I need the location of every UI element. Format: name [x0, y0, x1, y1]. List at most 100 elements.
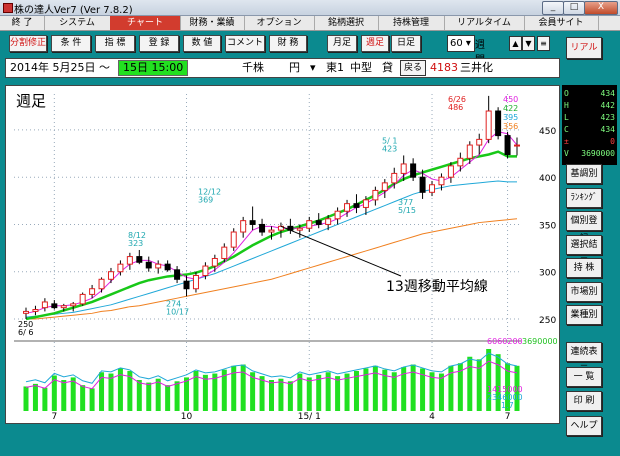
candle-body	[136, 256, 143, 263]
candle-body	[60, 305, 67, 309]
volume-bar	[448, 365, 454, 411]
toolbar-button-6[interactable]: 財 務	[269, 35, 307, 52]
side-button-0[interactable]: 基調別	[566, 164, 602, 184]
ohlc-key: L	[564, 113, 569, 122]
toolbar-button-7[interactable]: 月足	[327, 35, 357, 52]
real-button[interactable]: リアル	[566, 37, 602, 59]
ohlc-row: V 3690000	[564, 148, 615, 160]
close-button[interactable]: X	[584, 1, 618, 15]
volume-bar	[108, 373, 114, 411]
side-bottom-button-0[interactable]: 連続表示	[566, 342, 602, 375]
candle-body	[126, 256, 133, 265]
volume-label-top: 6060200	[487, 337, 523, 346]
minimize-button[interactable]: _	[542, 1, 564, 15]
ohlc-row: O 434	[564, 88, 615, 100]
ohlc-value: 442	[600, 101, 615, 110]
candle-body	[325, 218, 332, 225]
candle-body	[89, 288, 96, 295]
toolbar-button-0[interactable]: 分割修正	[9, 35, 47, 52]
volume-bar	[505, 363, 511, 411]
candle-body	[70, 303, 77, 307]
toolbar-button-3[interactable]: 登 録	[139, 35, 179, 52]
legend-value: 395	[503, 113, 518, 122]
toolbar-button-2[interactable]: 指 標	[95, 35, 135, 52]
ohlc-row: L 423	[564, 112, 615, 124]
candle-body	[155, 263, 162, 269]
volume-bar	[42, 387, 48, 411]
start-date: 2014年 5月25日 ～	[10, 61, 110, 74]
candle-body	[485, 110, 492, 140]
volume-bar	[344, 373, 350, 411]
side-bottom-button-1[interactable]: 一 覧	[566, 366, 602, 387]
window-title: 株の達人Ver7 (Ver 7.8.2)	[14, 5, 133, 16]
volume-label-top2: 3690000	[522, 337, 558, 346]
volume-bar	[514, 365, 520, 411]
side-button-5[interactable]: 市場別	[566, 281, 602, 302]
toolbar-button-1[interactable]: 条 件	[51, 35, 91, 52]
toolbar-button-5[interactable]: コメント	[225, 35, 265, 52]
volume-bar	[429, 372, 435, 411]
legend-value: 356	[503, 122, 518, 131]
volume-bar	[495, 354, 501, 411]
price-note-value: 369	[198, 195, 213, 204]
chart-area: 250 300 350 400 450 7 10 15/ 1 4 7 週足 450 422 395 356 2…	[5, 85, 560, 424]
volume-bar	[80, 385, 86, 411]
menu-item-3[interactable]: 財務・業績	[180, 16, 245, 30]
ohlc-key: ±	[564, 137, 569, 146]
candle-body	[259, 223, 266, 233]
candle-body	[240, 220, 247, 233]
volume-bar	[269, 380, 274, 411]
back-button[interactable]: 戻る	[400, 60, 427, 76]
nav-menu-button[interactable]: ≡	[537, 36, 550, 51]
candle-body	[447, 165, 454, 178]
volume-bar	[325, 372, 331, 411]
candle-body	[438, 176, 445, 186]
side-button-3[interactable]: 選択結果	[566, 234, 602, 268]
candle-body	[391, 172, 398, 184]
dropdown-icon[interactable]: ▾	[310, 61, 316, 74]
side-button-1[interactable]: ﾗﾝｷﾝｸﾞ	[566, 187, 602, 208]
menu-item-0[interactable]: 終 了	[0, 16, 45, 30]
volume-bar	[212, 373, 218, 411]
side-button-2[interactable]: 個別登録	[566, 211, 602, 244]
toolbar-button-8[interactable]: 週足	[361, 35, 389, 52]
ohlc-value: 3690000	[581, 149, 615, 158]
volume-bar	[316, 374, 322, 411]
menu-item-6[interactable]: 持株管理	[378, 16, 445, 30]
menu-item-8[interactable]: 会員サイト	[524, 16, 599, 30]
toolbar-button-4[interactable]: 数 値	[183, 35, 221, 52]
volume-bar	[61, 380, 67, 411]
price-note-value: 323	[128, 239, 143, 248]
loan-flag: 貸	[382, 61, 393, 74]
side-button-4[interactable]: 持 株	[566, 258, 602, 278]
side-bottom-button-2[interactable]: 印 刷	[566, 391, 602, 411]
ohlc-value: 423	[600, 113, 615, 122]
side-bottom-button-3[interactable]: ヘルプ	[566, 415, 602, 436]
nav-down-button[interactable]: ▼	[522, 36, 535, 51]
x-tick-label: 4	[429, 412, 435, 422]
menu-item-5[interactable]: 銘柄選択	[314, 16, 379, 30]
nav-up-button[interactable]: ▲	[509, 36, 522, 51]
volume-bar	[259, 376, 265, 411]
volume-bar	[382, 369, 388, 411]
menu-item-7[interactable]: リアルタイム	[444, 16, 525, 30]
toolbar-button-9[interactable]: 日足	[391, 35, 421, 52]
volume-bar	[174, 381, 180, 411]
volume-bar	[70, 377, 76, 411]
menu-item-2[interactable]: チャート	[110, 16, 181, 30]
menu-item-4[interactable]: オプション	[244, 16, 315, 30]
side-button-6[interactable]: 業種別	[566, 305, 602, 325]
period-select[interactable]: 60 ▾	[447, 35, 475, 52]
maximize-button[interactable]: □	[563, 1, 585, 15]
volume-bar	[184, 377, 190, 411]
ohlc-panel: O 434 H 442 L 423 C 434 ±0 V 3690000	[562, 85, 617, 165]
candle-body	[315, 220, 322, 225]
candle-body	[419, 176, 426, 193]
menu-item-1[interactable]: システム	[44, 16, 111, 30]
volume-bar	[353, 370, 359, 411]
volume-bar	[278, 378, 284, 411]
candle-body	[32, 309, 39, 312]
y-tick-label: 250	[539, 316, 556, 326]
candle-body	[107, 271, 114, 280]
